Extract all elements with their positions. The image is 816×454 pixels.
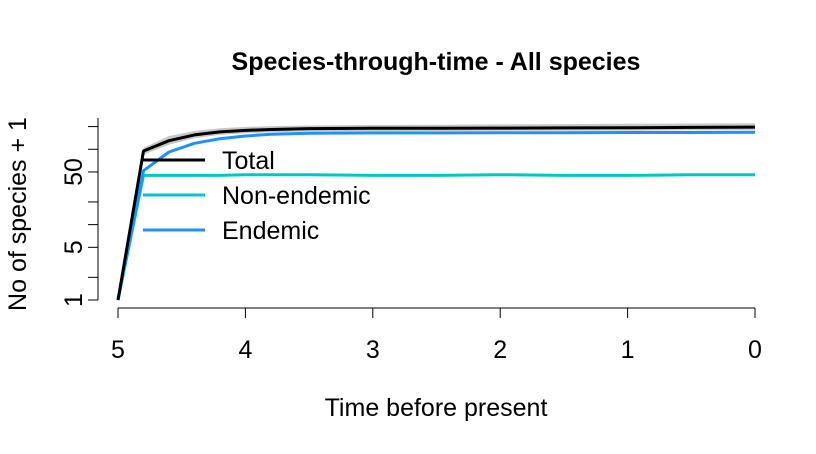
legend-label-total: Total <box>222 147 275 175</box>
x-tick-label: 1 <box>621 336 635 364</box>
x-tick-label: 0 <box>748 336 762 364</box>
series-line-total <box>116 125 756 301</box>
chart-title: Species-through-time - All species <box>232 48 641 76</box>
legend: Total Non-endemic Endemic <box>143 147 371 245</box>
x-tick-label: 3 <box>366 336 380 364</box>
y-axis-label: No of species + 1 <box>4 117 32 311</box>
legend-label-non-endemic: Non-endemic <box>222 182 371 210</box>
legend-label-endemic: Endemic <box>222 217 319 245</box>
x-axis-ticks: 5 4 3 2 1 0 <box>111 308 762 364</box>
y-tick-label: 50 <box>60 158 88 186</box>
x-tick-label: 2 <box>493 336 507 364</box>
confidence-band <box>118 123 755 300</box>
series-layer <box>116 125 756 301</box>
y-tick-label: 5 <box>60 240 88 254</box>
x-tick-label: 4 <box>238 336 252 364</box>
y-tick-label: 1 <box>60 293 88 307</box>
x-axis-label: Time before present <box>325 394 548 422</box>
confidence-band-layer <box>118 123 755 300</box>
x-tick-label: 5 <box>111 336 125 364</box>
series-line-non-endemic <box>116 173 755 301</box>
series-line-endemic <box>116 130 756 301</box>
